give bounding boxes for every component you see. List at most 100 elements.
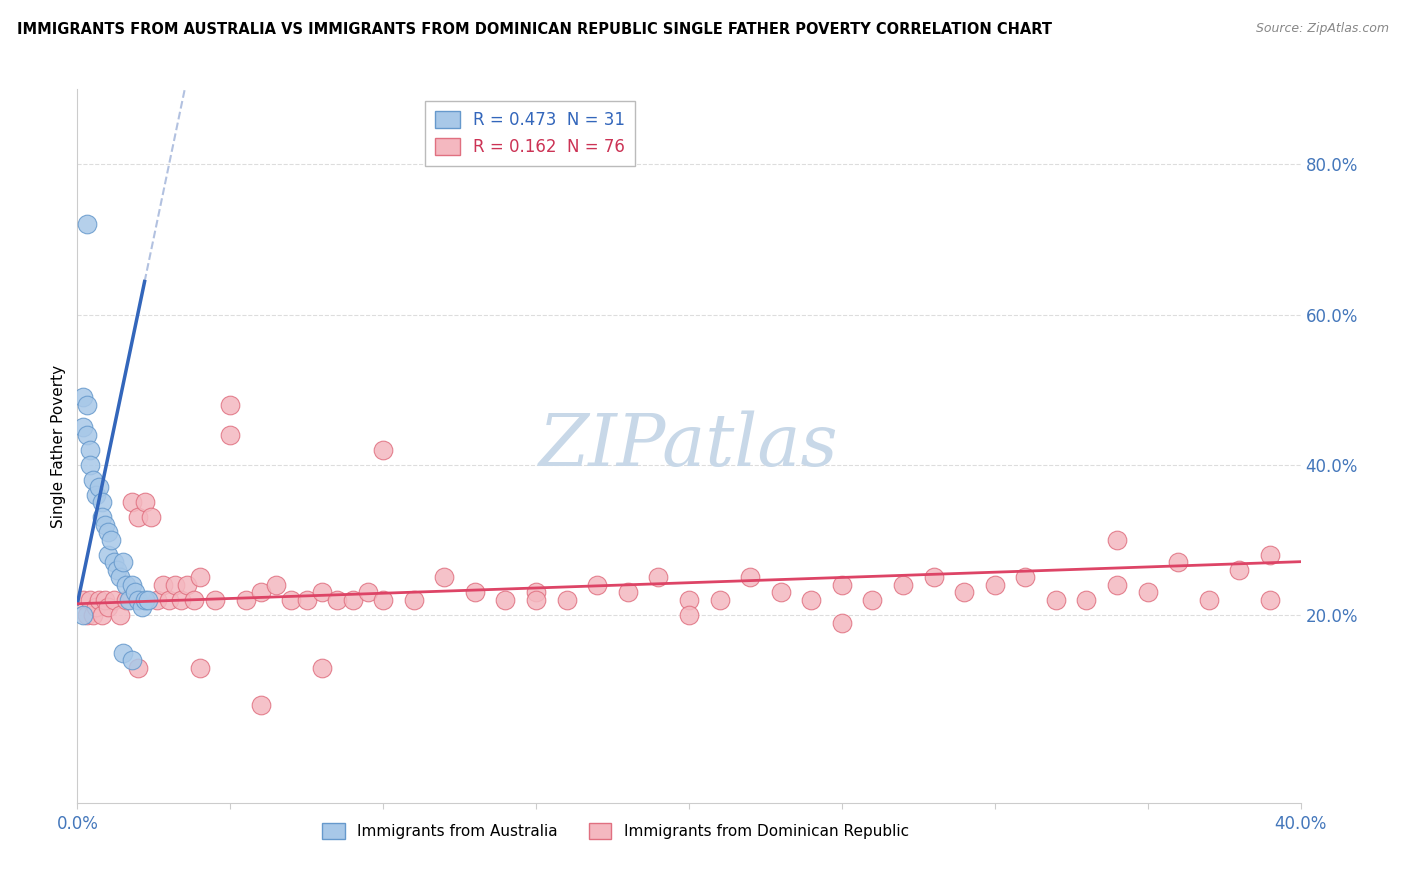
Point [105, 563, 128, 577]
Point [433, 570, 456, 584]
Point [1136, 585, 1159, 599]
Point [152, 578, 174, 592]
Point [891, 578, 914, 592]
Point [647, 570, 669, 584]
Point [72, 420, 94, 434]
Point [139, 510, 162, 524]
Point [1045, 593, 1067, 607]
Point [922, 570, 945, 584]
Point [121, 578, 143, 592]
Point [984, 578, 1007, 592]
Legend: Immigrants from Australia, Immigrants from Dominican Republic: Immigrants from Australia, Immigrants fr… [316, 817, 915, 845]
Point [127, 660, 149, 674]
Point [204, 593, 226, 607]
Point [124, 585, 146, 599]
Point [115, 593, 138, 607]
Point [326, 593, 349, 607]
Point [134, 495, 156, 509]
Point [1167, 556, 1189, 570]
Point [94, 517, 117, 532]
Point [495, 593, 517, 607]
Point [402, 593, 425, 607]
Point [72, 593, 94, 607]
Point [800, 593, 823, 607]
Point [90, 510, 112, 524]
Point [264, 578, 287, 592]
Point [127, 510, 149, 524]
Point [97, 525, 120, 540]
Point [235, 593, 257, 607]
Point [555, 593, 578, 607]
Point [112, 556, 135, 570]
Point [1107, 578, 1129, 592]
Point [76, 427, 98, 442]
Point [165, 578, 187, 592]
Point [157, 593, 180, 607]
Point [371, 593, 394, 607]
Point [118, 593, 141, 607]
Point [90, 495, 112, 509]
Point [371, 442, 394, 457]
Point [678, 607, 700, 622]
Point [617, 585, 640, 599]
Point [115, 578, 138, 592]
Point [250, 698, 273, 713]
Point [1258, 593, 1281, 607]
Point [219, 398, 242, 412]
Point [188, 660, 211, 674]
Point [219, 427, 242, 442]
Point [250, 585, 273, 599]
Point [769, 585, 792, 599]
Text: IMMIGRANTS FROM AUSTRALIA VS IMMIGRANTS FROM DOMINICAN REPUBLIC SINGLE FATHER PO: IMMIGRANTS FROM AUSTRALIA VS IMMIGRANTS … [17, 22, 1052, 37]
Point [76, 398, 98, 412]
Point [464, 585, 486, 599]
Point [84, 488, 107, 502]
Point [87, 593, 110, 607]
Point [678, 593, 700, 607]
Point [103, 556, 125, 570]
Point [188, 570, 211, 584]
Point [100, 533, 122, 547]
Point [76, 607, 98, 622]
Point [72, 607, 94, 622]
Point [831, 615, 853, 630]
Point [79, 458, 101, 472]
Point [121, 495, 143, 509]
Point [170, 593, 193, 607]
Point [831, 578, 853, 592]
Point [1229, 563, 1251, 577]
Point [121, 653, 143, 667]
Point [524, 593, 547, 607]
Point [82, 607, 104, 622]
Point [131, 600, 153, 615]
Point [127, 593, 149, 607]
Point [1107, 533, 1129, 547]
Point [82, 473, 104, 487]
Point [183, 593, 205, 607]
Point [112, 646, 135, 660]
Point [357, 585, 380, 599]
Point [709, 593, 731, 607]
Point [97, 600, 120, 615]
Point [311, 585, 333, 599]
Text: Source: ZipAtlas.com: Source: ZipAtlas.com [1256, 22, 1389, 36]
Point [1198, 593, 1220, 607]
Y-axis label: Single Father Poverty: Single Father Poverty [51, 365, 66, 527]
Point [76, 218, 98, 232]
Point [97, 548, 120, 562]
Point [862, 593, 884, 607]
Point [280, 593, 302, 607]
Point [90, 607, 112, 622]
Text: ZIPatlas: ZIPatlas [538, 410, 839, 482]
Point [1014, 570, 1036, 584]
Point [134, 593, 156, 607]
Point [524, 585, 547, 599]
Point [1076, 593, 1098, 607]
Point [94, 593, 117, 607]
Point [108, 570, 131, 584]
Point [136, 593, 159, 607]
Point [103, 593, 125, 607]
Point [79, 593, 101, 607]
Point [176, 578, 198, 592]
Point [586, 578, 609, 592]
